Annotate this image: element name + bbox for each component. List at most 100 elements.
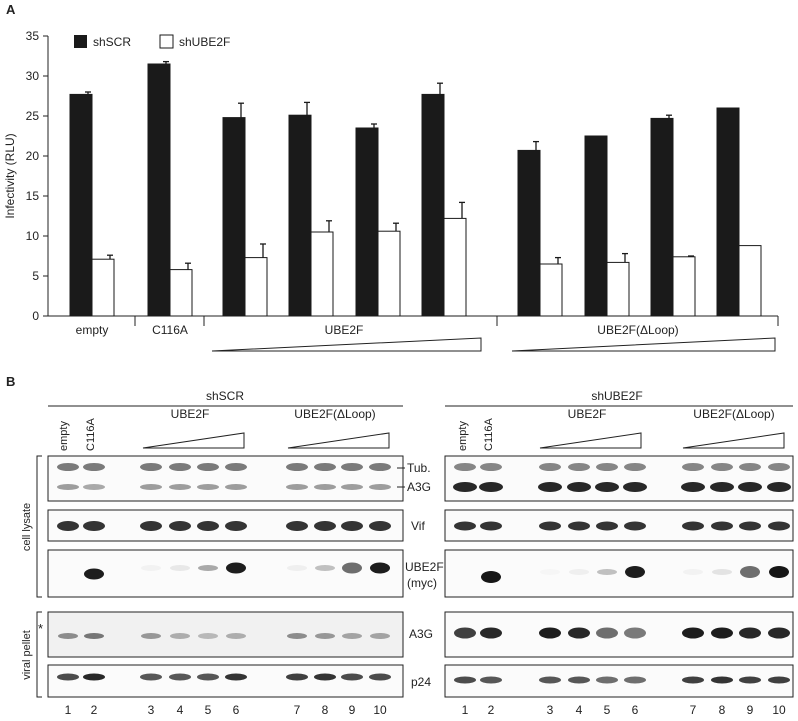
- band: [341, 484, 363, 490]
- band: [596, 676, 618, 684]
- band: [169, 463, 191, 471]
- band: [369, 521, 391, 531]
- bar-shube2f: [738, 245, 762, 317]
- y-tick-label: 15: [26, 189, 40, 203]
- lane-numbers: 1 2 3 4 5 6 7 8 9 10 1 2 3 4 5 6 7 8 9 10: [65, 703, 786, 717]
- band: [738, 482, 762, 492]
- band: [141, 633, 161, 639]
- band: [170, 633, 190, 639]
- bar-shube2f: [443, 217, 467, 317]
- y-tick-label: 0: [32, 309, 39, 323]
- band: [226, 562, 246, 574]
- band: [370, 633, 390, 639]
- lane-number: 1: [65, 703, 72, 717]
- lane-label-empty-left: empty: [58, 421, 70, 451]
- band: [480, 463, 502, 471]
- band: [539, 521, 561, 531]
- band: [369, 463, 391, 471]
- band: [57, 521, 79, 531]
- band: [83, 673, 105, 681]
- x-group-label-ube2f: UBE2F: [325, 323, 364, 337]
- band: [479, 482, 503, 492]
- band: [140, 463, 162, 471]
- y-axis-label: Infectivity (RLU): [3, 133, 17, 218]
- y-ticks: [43, 35, 48, 317]
- titration-wedge: [511, 337, 776, 352]
- side-label-viral-pellet: viral pellet: [21, 630, 33, 680]
- blot-viral-a3g-right: [444, 611, 794, 658]
- band: [624, 627, 646, 639]
- band: [711, 521, 733, 531]
- band: [540, 569, 560, 575]
- y-tick-label: 10: [26, 229, 40, 243]
- lane-label-empty-right: empty: [457, 421, 469, 451]
- band: [287, 633, 307, 639]
- band: [624, 463, 646, 471]
- band: [538, 482, 562, 492]
- lane-number: 1: [462, 703, 469, 717]
- titration-wedge: [211, 337, 482, 352]
- band: [84, 633, 104, 639]
- band: [341, 463, 363, 471]
- band: [568, 627, 590, 639]
- lane-number: 6: [233, 703, 240, 717]
- band-label-myc: (myc): [407, 576, 437, 590]
- band: [480, 521, 502, 531]
- band: [768, 521, 790, 531]
- lane-number: 2: [488, 703, 495, 717]
- lane-label-c116a-right: C116A: [483, 418, 495, 451]
- band: [568, 676, 590, 684]
- y-tick-label: 30: [26, 69, 40, 83]
- band: [286, 673, 308, 681]
- lane-number: 9: [747, 703, 754, 717]
- bar-shube2f: [244, 257, 268, 317]
- bar-shscr: [69, 93, 93, 317]
- legend-label-shscr: shSCR: [93, 35, 131, 49]
- band: [57, 484, 79, 490]
- lane-number: 10: [772, 703, 786, 717]
- lane-number: 4: [177, 703, 184, 717]
- band-label-p24: p24: [411, 675, 431, 689]
- blot-viral-a3g-left: [47, 611, 404, 658]
- titration-wedge: [287, 432, 390, 449]
- band: [197, 463, 219, 471]
- bar-shscr: [147, 63, 171, 317]
- band: [568, 463, 590, 471]
- band: [286, 521, 308, 531]
- bar-shscr: [517, 149, 541, 317]
- band: [480, 627, 502, 639]
- band: [314, 484, 336, 490]
- blot-vif-right: [444, 509, 794, 542]
- bar-shube2f: [672, 256, 696, 317]
- band: [58, 633, 78, 639]
- blot-tub-a3g-right: [444, 455, 794, 502]
- band: [83, 521, 105, 531]
- lane-number: 3: [148, 703, 155, 717]
- band: [624, 521, 646, 531]
- band-label-vif: Vif: [411, 519, 425, 533]
- band: [596, 627, 618, 639]
- titration-wedge: [682, 432, 785, 449]
- band-label-viral-a3g: A3G: [409, 627, 433, 641]
- bar-shscr: [584, 135, 608, 317]
- band: [569, 569, 589, 575]
- x-group-label-empty: empty: [76, 323, 109, 337]
- subgroup-ube2f-right: UBE2F: [568, 407, 607, 421]
- bar-shube2f: [539, 263, 563, 317]
- subgroup-ube2f-dloop-left: UBE2F(ΔLoop): [294, 407, 375, 421]
- lane-number: 5: [205, 703, 212, 717]
- band: [682, 627, 704, 639]
- y-tick-labels: 0 5 10 15 20 25 30 35: [26, 29, 40, 323]
- blot-ube2f-left: [47, 549, 404, 598]
- band: [768, 676, 790, 684]
- blot-ube2f-right: [444, 549, 794, 598]
- band: [683, 569, 703, 575]
- lane-number: 8: [322, 703, 329, 717]
- blot-panels: [47, 455, 794, 698]
- band: [197, 521, 219, 531]
- lane-number: 3: [547, 703, 554, 717]
- band: [453, 482, 477, 492]
- band: [226, 633, 246, 639]
- band: [711, 676, 733, 684]
